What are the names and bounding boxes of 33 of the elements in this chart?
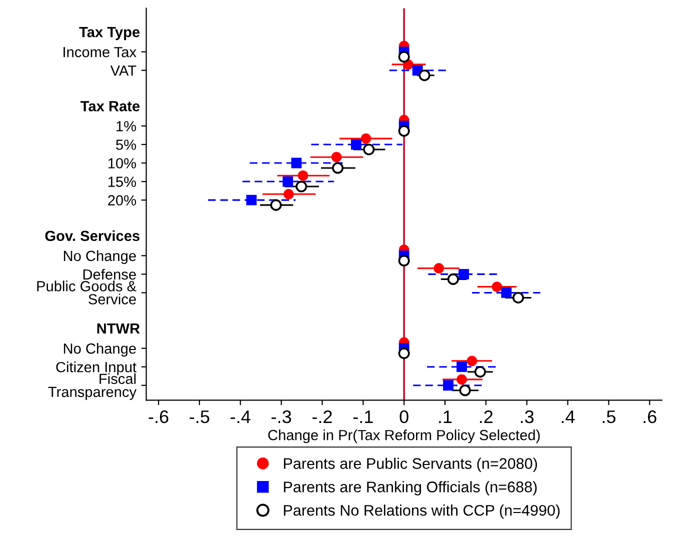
y-tick-label: Fiscal Transparency <box>48 373 137 400</box>
x-tick-label: .6 <box>644 410 656 424</box>
x-tick-label: .1 <box>439 410 452 424</box>
legend-label: Parents No Relations with CCP (n=4990) <box>284 504 560 519</box>
x-tick-label: -.3 <box>272 410 292 424</box>
y-tick-label: No Change <box>64 250 136 264</box>
y-tick-label: Defense <box>83 268 136 280</box>
x-tick-label: .3 <box>520 410 534 424</box>
x-tick-label: .5 <box>602 410 616 424</box>
y-tick-label: Tax Type <box>79 27 140 40</box>
x-tick-label: .2 <box>480 410 493 424</box>
y-tick-label: VAT <box>110 66 136 76</box>
y-tick-label: 20% <box>108 195 136 206</box>
y-tick-label: Public Goods & Service <box>37 280 136 304</box>
y-tick-label: 1% <box>116 121 136 132</box>
y-tick-label: Gov. Services <box>45 230 140 242</box>
x-tick-label: -.2 <box>312 410 332 424</box>
x-tick-label: -.4 <box>230 410 250 424</box>
legend-label: Parents are Public Servants (n=2080) <box>284 458 537 472</box>
x-tick-label: 0 <box>400 410 408 424</box>
x-tick-label: -.5 <box>190 410 210 424</box>
y-tick-label: Income Tax <box>64 47 136 58</box>
y-tick-label: 5% <box>116 140 136 150</box>
x-axis-title: Change in Pr(Tax Reform Policy Selected) <box>268 430 540 444</box>
y-tick-label: Tax Rate <box>80 101 140 112</box>
y-tick-label: No Change <box>64 343 136 357</box>
y-tick-label: NTWR <box>97 324 140 334</box>
y-tick-label: 10% <box>108 158 136 168</box>
x-tick-label: -.6 <box>148 410 168 424</box>
x-tick-label: -.1 <box>353 410 373 424</box>
y-tick-label: 15% <box>108 176 136 187</box>
x-tick-label: .4 <box>562 410 575 424</box>
legend-label: Parents are Ranking Officials (n=688) <box>284 481 537 496</box>
